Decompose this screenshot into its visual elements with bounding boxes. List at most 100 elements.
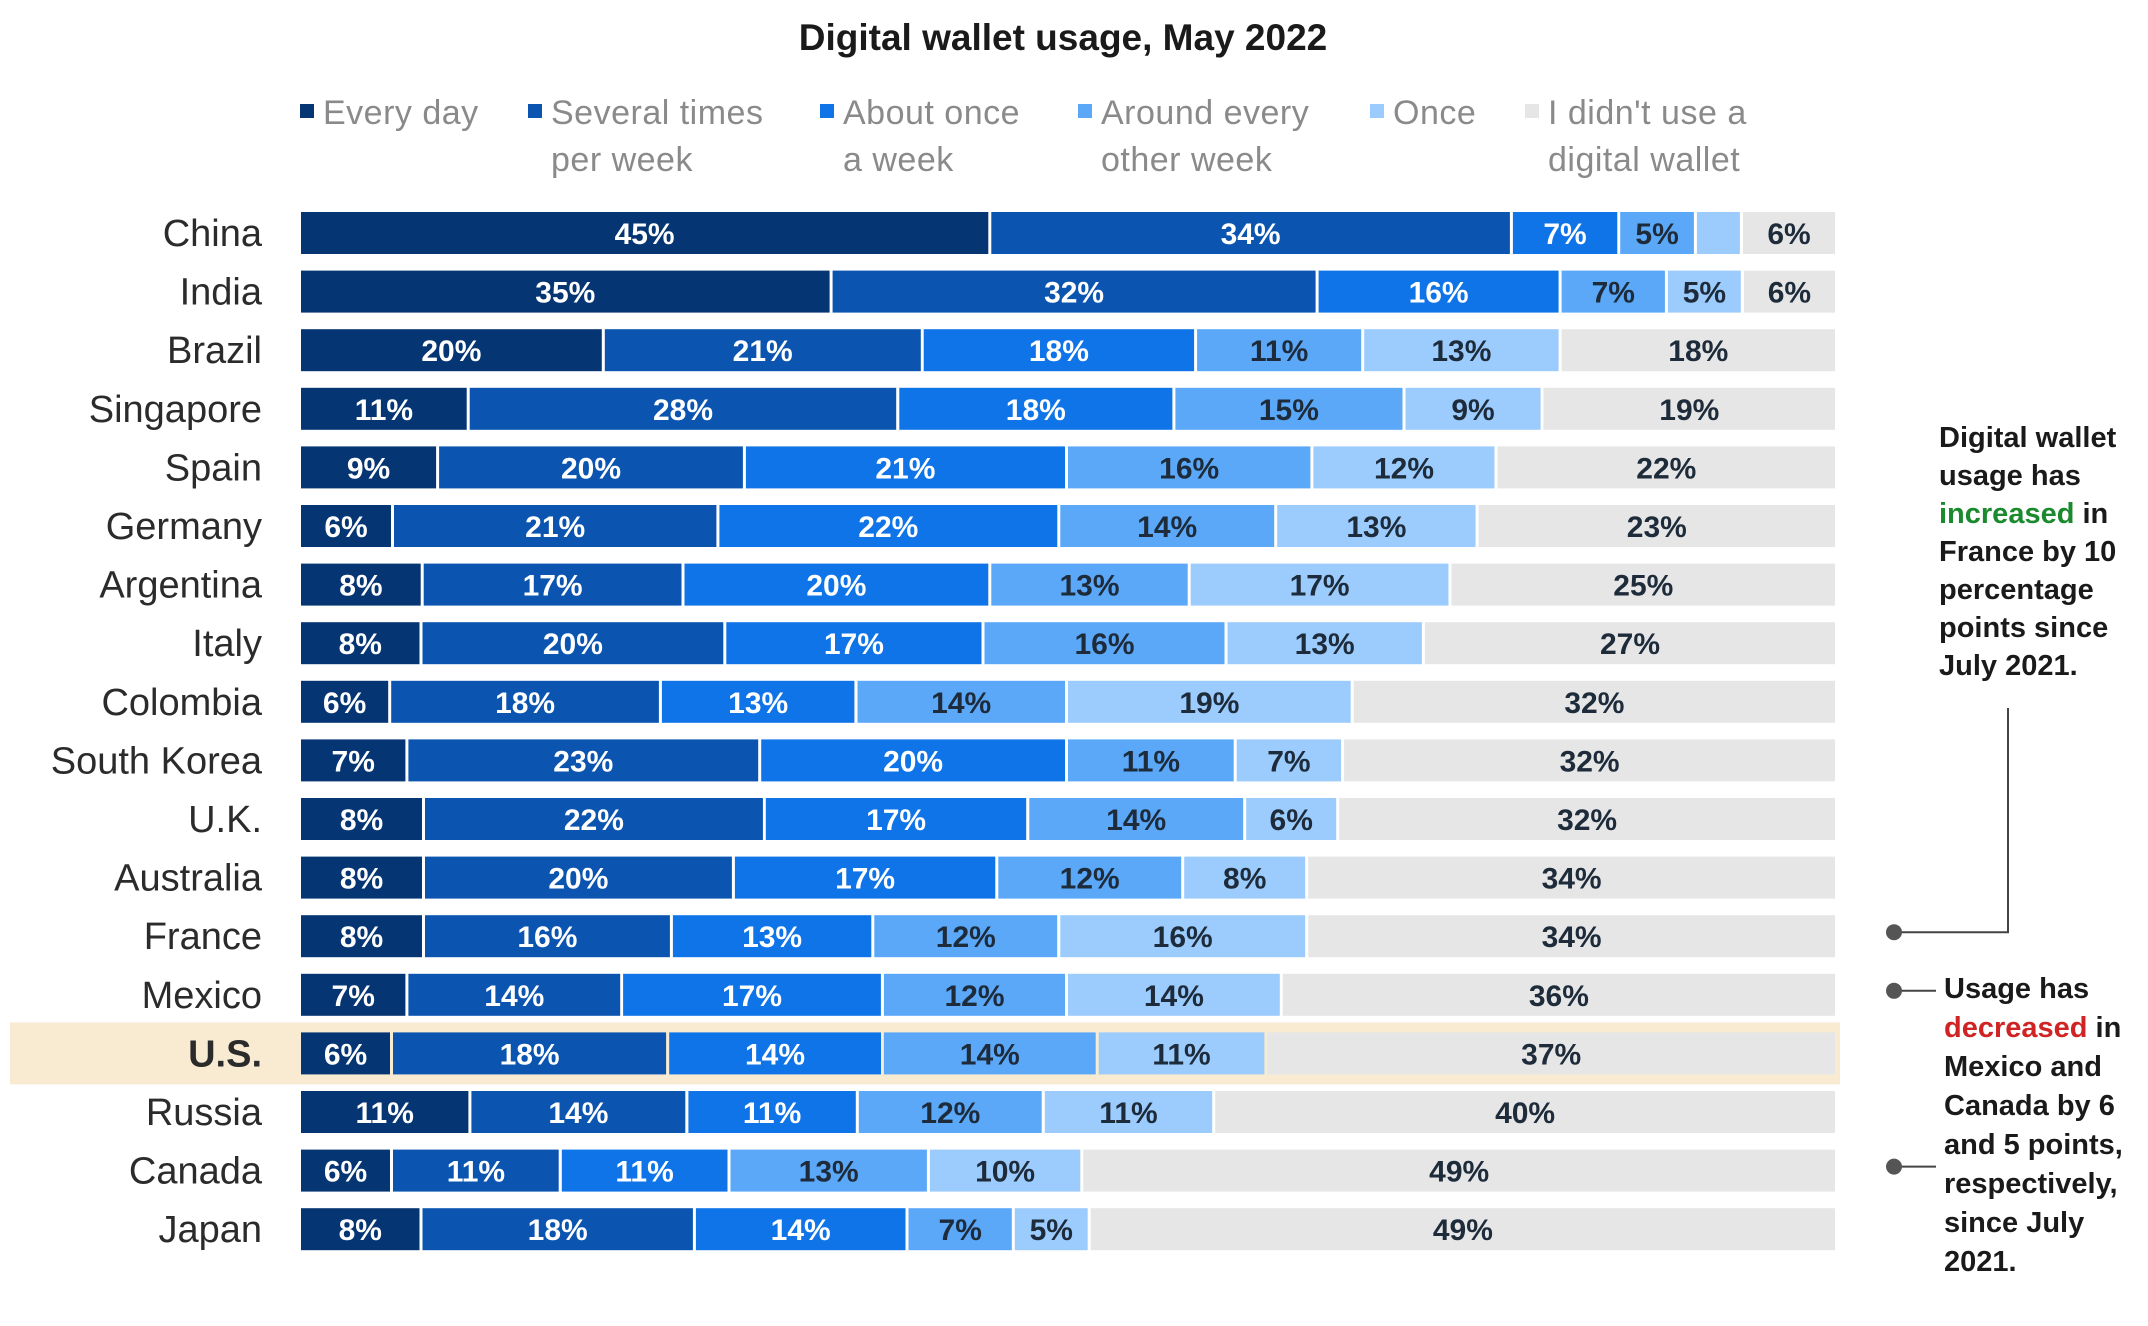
data-label: 8% [340, 804, 383, 837]
bar-segment-around-every-other-week [908, 1208, 1012, 1251]
bar-row-china: China 45% 34% 7% 5% 6% [163, 212, 1835, 255]
annotation-text: 2021. [1944, 1246, 2017, 1278]
data-label: 14% [1144, 980, 1204, 1013]
annotation-line: usage has [1939, 460, 2081, 492]
annotation-line: increased in [1939, 498, 2108, 530]
tick-label: Mexico [142, 975, 262, 1017]
bar-segment-about-once-a-week [923, 329, 1195, 372]
bar-segment-i-didn-t-use-a-digital-wallet [1308, 915, 1835, 958]
legend-label: digital wallet [1548, 141, 1740, 179]
data-label: 5% [1635, 218, 1678, 251]
data-label: 8% [339, 628, 382, 661]
bar-segment-about-once-a-week [761, 739, 1065, 782]
data-label: 32% [1557, 804, 1617, 837]
bar-segment-i-didn-t-use-a-digital-wallet [1543, 387, 1835, 430]
annotation-line: Mexico and [1944, 1051, 2102, 1083]
bar-segment-every-day [301, 505, 391, 547]
bar-segment-around-every-other-week [858, 1091, 1042, 1133]
bar-segment-once [1246, 798, 1337, 840]
bar-segment-several-times-per-week [425, 856, 732, 899]
annotation-text: July 2021. [1939, 650, 2078, 682]
data-label: 20% [883, 745, 943, 778]
bar-segment-every-day [301, 387, 467, 430]
data-label: 23% [1627, 511, 1687, 544]
tick-label: U.S. [188, 1033, 262, 1075]
bar-segment-i-didn-t-use-a-digital-wallet [1308, 856, 1835, 899]
bar-segment-once [1098, 1032, 1265, 1075]
data-label: 6% [324, 1156, 367, 1189]
data-label: 12% [936, 921, 996, 954]
data-label: 16% [517, 921, 577, 954]
bar-segment-i-didn-t-use-a-digital-wallet [1339, 798, 1835, 840]
data-label: 6% [324, 1038, 367, 1071]
data-label: 18% [500, 1038, 560, 1071]
bar-segment-around-every-other-week [883, 973, 1065, 1016]
bar-segment-once [1277, 505, 1476, 547]
bar-segment-about-once-a-week [684, 563, 989, 606]
bar-segment-every-day [301, 329, 602, 372]
bar-segment-about-once-a-week [899, 387, 1173, 430]
bar-segment-i-didn-t-use-a-digital-wallet [1282, 973, 1835, 1016]
bar-segment-about-once-a-week [719, 505, 1058, 547]
annotation-text: in [2088, 1012, 2122, 1044]
data-label: 20% [561, 452, 621, 485]
bar-segment-once [1190, 563, 1449, 606]
data-label: 6% [1767, 218, 1810, 251]
legend-item-every-day: Every day [300, 94, 478, 132]
data-label: 6% [1768, 277, 1811, 310]
data-label: 16% [1153, 921, 1213, 954]
data-label: 40% [1495, 1097, 1555, 1130]
bar-segment-i-didn-t-use-a-digital-wallet [1090, 1208, 1835, 1251]
bar-segment-several-times-per-week [391, 680, 659, 723]
data-label: 19% [1659, 394, 1719, 427]
annotation-line: and 5 points, [1944, 1129, 2123, 1161]
data-label: 18% [495, 687, 555, 720]
data-label: 20% [548, 863, 608, 896]
data-label: 28% [653, 394, 713, 427]
legend-swatch [1525, 104, 1539, 118]
data-label: 32% [1044, 277, 1104, 310]
bar-segment-several-times-per-week [408, 739, 759, 782]
data-label: 16% [1159, 452, 1219, 485]
data-label: 14% [1137, 511, 1197, 544]
data-label: 12% [1374, 452, 1434, 485]
bar-segment-around-every-other-week [857, 680, 1065, 723]
bar-segment-i-didn-t-use-a-digital-wallet [1424, 622, 1835, 665]
bar-segment-every-day [301, 856, 422, 899]
tick-label: Germany [106, 506, 262, 548]
data-label: 13% [799, 1156, 859, 1189]
bar-segment-several-times-per-week [422, 1208, 693, 1251]
bar-segment-once [1227, 622, 1422, 665]
data-label: 34% [1542, 863, 1602, 896]
legend-swatch [820, 104, 834, 118]
legend-label: Several times [551, 94, 763, 132]
legend-item-once: Once [1370, 94, 1476, 132]
bar-segment-around-every-other-week [991, 563, 1188, 606]
chart-title: Digital wallet usage, May 2022 [799, 17, 1328, 58]
bar-segment-every-day [301, 973, 406, 1016]
data-label: 14% [931, 687, 991, 720]
data-label: 7% [1267, 745, 1310, 778]
bar-segment-every-day [301, 212, 989, 254]
data-label: 22% [564, 804, 624, 837]
bar-segment-around-every-other-week [1197, 329, 1362, 372]
data-label: 6% [1270, 804, 1313, 837]
data-label: 7% [332, 745, 375, 778]
tick-label: Argentina [99, 565, 263, 607]
bar-segment-several-times-per-week [832, 270, 1316, 313]
bar-segment-once [1236, 739, 1342, 782]
bar-segment-several-times-per-week [393, 1032, 667, 1075]
data-label: 12% [1060, 863, 1120, 896]
bar-segment-every-day [301, 563, 421, 606]
bar-segment-about-once-a-week [734, 856, 996, 899]
data-label: 14% [548, 1097, 608, 1130]
legend-label: a week [843, 141, 954, 179]
legend-label: other week [1101, 141, 1273, 179]
bar-segment-around-every-other-week [1175, 387, 1403, 430]
annotation-connector [1894, 708, 2009, 934]
bar-segment-every-day [301, 739, 406, 782]
annotation-line: percentage [1939, 574, 2094, 606]
tick-label: Spain [165, 447, 262, 489]
bar-segment-around-every-other-week [883, 1032, 1096, 1075]
data-label: 17% [866, 804, 926, 837]
